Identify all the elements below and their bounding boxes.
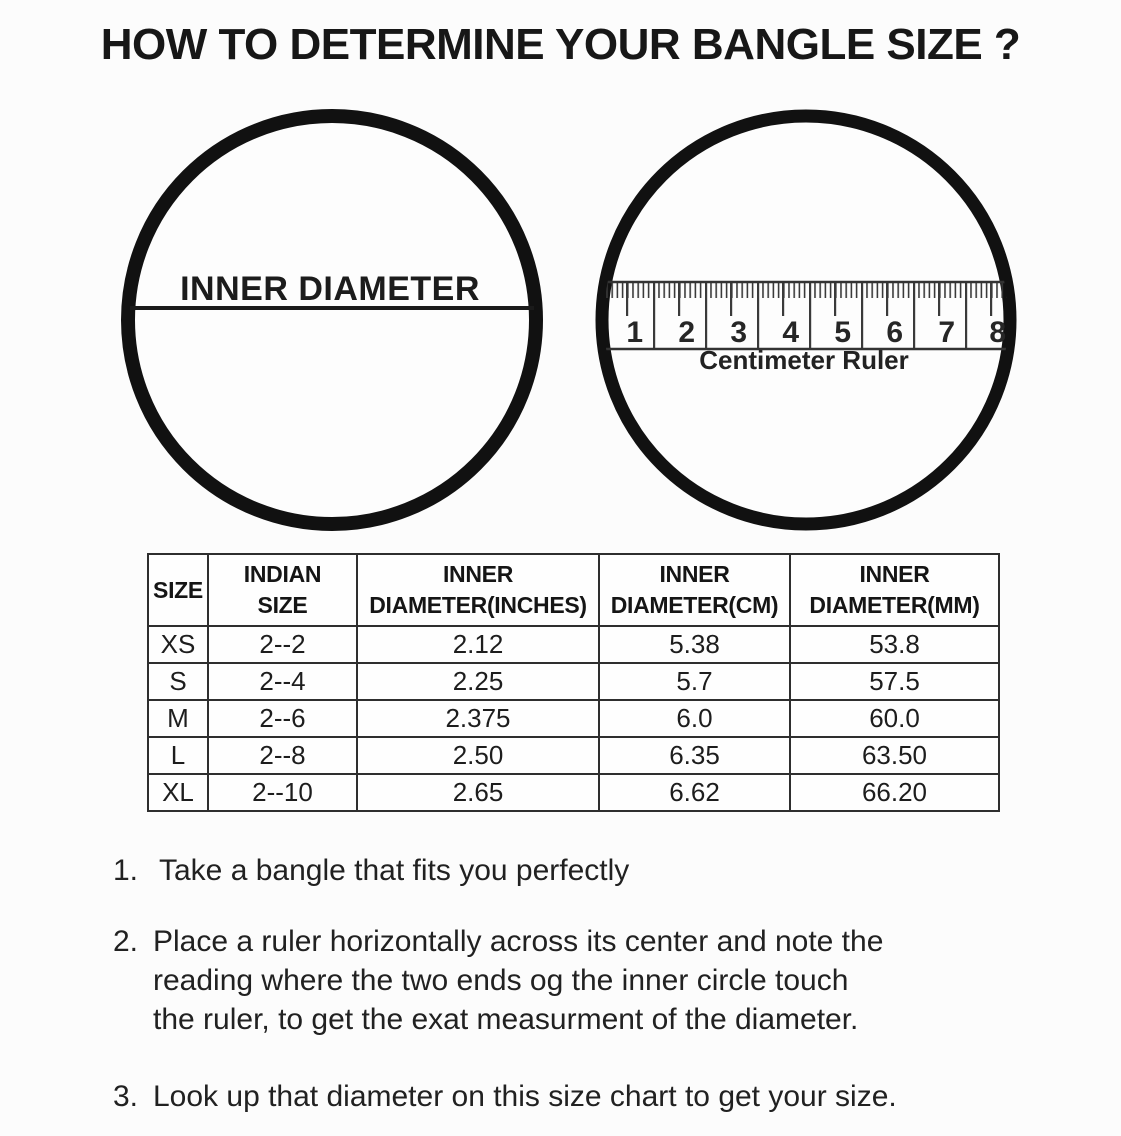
header-inner-diameter-mm: INNER DIAMETER(MM) [789, 553, 1000, 627]
cell-cm: 5.38 [598, 625, 791, 664]
table-row: S 2--4 2.25 5.7 57.5 [147, 662, 1000, 701]
cell-mm: 57.5 [789, 662, 1000, 701]
ruler-number: 3 [730, 316, 747, 349]
header-line: SIZE [153, 576, 203, 603]
cell-cm: 5.7 [598, 662, 791, 701]
cell-indian: 2--2 [207, 625, 358, 664]
cell-mm: 60.0 [789, 699, 1000, 738]
cell-size: XL [147, 773, 209, 812]
instruction-line: Look up that diameter on this size chart… [153, 1080, 897, 1113]
cell-size: S [147, 662, 209, 701]
ruler-icon: 1 2 3 4 5 6 7 8 [604, 280, 1008, 351]
cell-cm: 6.62 [598, 773, 791, 812]
header-line: INNER [659, 561, 730, 587]
table-row: XL 2--10 2.65 6.62 66.20 [147, 773, 1000, 812]
instruction-number: 1. [113, 854, 139, 887]
table-header-row: SIZE INDIAN SIZE INNER DIAMETER(INCHES) … [147, 553, 1000, 627]
inner-diameter-diagram: INNER DIAMETER [121, 109, 543, 531]
cell-indian: 2--4 [207, 662, 358, 701]
header-indian-size: INDIAN SIZE [207, 553, 358, 627]
instruction-item-1: 1. Take a bangle that fits you perfectly [113, 851, 629, 890]
centimeter-ruler-diagram: Centimeter Ruler 1 2 3 4 5 6 7 8 [595, 109, 1017, 531]
instruction-line: reading where the two ends og the inner … [153, 964, 849, 997]
cell-inches: 2.12 [356, 625, 600, 664]
inner-diameter-label: INNER DIAMETER [180, 270, 480, 308]
cell-size: XS [147, 625, 209, 664]
ruler-number: 8 [989, 316, 1006, 349]
ruler-number: 4 [782, 316, 799, 349]
size-chart-table: SIZE INDIAN SIZE INNER DIAMETER(INCHES) … [147, 553, 1000, 812]
instruction-line: the ruler, to get the exat measurment of… [153, 1003, 859, 1036]
header-line: INDIAN [243, 561, 322, 587]
ruler-numbers: 1 2 3 4 5 6 7 8 [626, 316, 1006, 349]
cell-size: M [147, 699, 209, 738]
header-inner-diameter-inches: INNER DIAMETER(INCHES) [356, 553, 600, 627]
header-line: SIZE [257, 592, 308, 618]
cell-size: L [147, 736, 209, 775]
table-row: XS 2--2 2.12 5.38 53.8 [147, 625, 1000, 664]
ruler-number: 1 [626, 316, 643, 349]
ruler-number: 6 [886, 316, 903, 349]
header-size: SIZE [147, 553, 209, 627]
header-line: INNER [859, 561, 930, 587]
cell-cm: 6.0 [598, 699, 791, 738]
instruction-item-2: 2. Place a ruler horizontally across its… [113, 922, 883, 1039]
bangle-circle-icon [121, 109, 543, 531]
header-line: DIAMETER(MM) [809, 592, 980, 618]
cell-indian: 2--8 [207, 736, 358, 775]
cell-inches: 2.25 [356, 662, 600, 701]
header-line: INNER [442, 561, 514, 587]
page-title: HOW TO DETERMINE YOUR BANGLE SIZE ? [100, 20, 1021, 69]
header-line: DIAMETER(INCHES) [369, 592, 587, 618]
instruction-number: 2. [113, 925, 139, 958]
instruction-line: Place a ruler horizontally across its ce… [153, 925, 884, 958]
instruction-number: 3. [113, 1080, 139, 1113]
ruler-number: 7 [938, 316, 955, 349]
cell-indian: 2--10 [207, 773, 358, 812]
ruler-number: 2 [678, 316, 695, 349]
table-row: L 2--8 2.50 6.35 63.50 [147, 736, 1000, 775]
cell-inches: 2.375 [356, 699, 600, 738]
cell-inches: 2.50 [356, 736, 600, 775]
instruction-line: Take a bangle that fits you perfectly [159, 854, 630, 887]
table-row: M 2--6 2.375 6.0 60.0 [147, 699, 1000, 738]
cell-mm: 66.20 [789, 773, 1000, 812]
cell-mm: 53.8 [789, 625, 1000, 664]
instruction-item-3: 3. Look up that diameter on this size ch… [113, 1077, 897, 1116]
ruler-number: 5 [834, 316, 851, 349]
header-line: DIAMETER(CM) [610, 592, 779, 618]
cell-cm: 6.35 [598, 736, 791, 775]
cell-inches: 2.65 [356, 773, 600, 812]
cell-mm: 63.50 [789, 736, 1000, 775]
header-inner-diameter-cm: INNER DIAMETER(CM) [598, 553, 791, 627]
cell-indian: 2--6 [207, 699, 358, 738]
